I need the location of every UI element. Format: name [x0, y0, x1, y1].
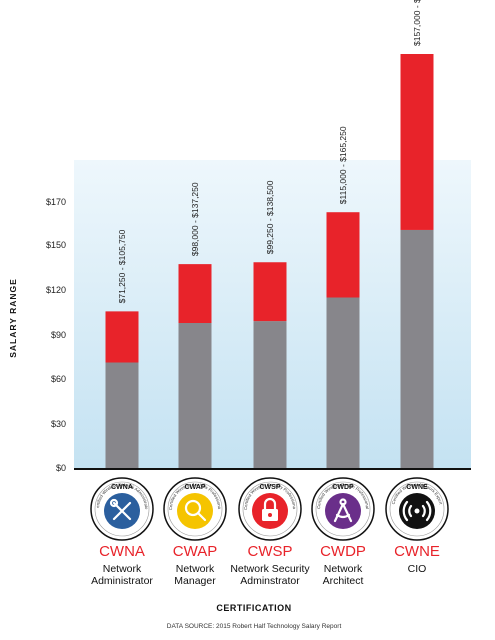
bar-base-cwdp: [326, 297, 360, 468]
cert-role: Administrator: [91, 575, 153, 587]
badge-code: CWNE: [406, 484, 428, 491]
y-tick-label: $150: [46, 240, 66, 250]
cert-role: Network: [103, 563, 142, 575]
badge-cwdp: Certified Wireless Design ProfessionalCW…: [311, 477, 375, 541]
cert-role: Manager: [174, 575, 216, 587]
magnifier-icon: [184, 499, 207, 522]
y-axis-label: SALARY RANGE: [8, 278, 18, 358]
bar-range-cwna: [105, 311, 139, 363]
cert-role: Network: [176, 563, 215, 575]
badge-code: CWNA: [111, 484, 133, 491]
cert-role: Adminstrator: [240, 575, 300, 587]
bar-range-cwap: [178, 264, 212, 323]
cert-role: Architect: [323, 575, 364, 587]
data-source: DATA SOURCE: 2015 Robert Half Technology…: [167, 623, 342, 630]
cert-role: Network Security: [230, 563, 310, 575]
tools-icon: [109, 498, 132, 521]
category-labels: CWNANetworkAdministratorCWAPNetworkManag…: [91, 543, 440, 587]
cert-role: CIO: [408, 563, 427, 575]
broadcast-icon: [402, 500, 432, 522]
x-axis-label: CERTIFICATION: [216, 603, 291, 613]
y-tick-label: $60: [51, 374, 66, 384]
bar-range-cwsp: [253, 262, 287, 322]
cert-code-cwap: CWAP: [173, 543, 217, 560]
badge-code: CWAP: [185, 484, 206, 491]
badge-code: CWDP: [332, 484, 354, 491]
range-label-cwne: $157,000 - $262,500: [412, 0, 422, 46]
y-tick-labels: $0 $30 $60 $90 $120 $150 $170: [46, 197, 66, 473]
y-tick-label: $170: [46, 197, 66, 207]
bar-base-cwne: [400, 229, 434, 468]
bar-base-cwna: [105, 362, 139, 468]
compass-icon: [333, 498, 353, 523]
cert-code-cwna: CWNA: [99, 543, 145, 560]
range-label-cwsp: $99,250 - $138,500: [265, 180, 275, 254]
cert-code-cwne: CWNE: [394, 543, 440, 560]
y-tick-label: $120: [46, 285, 66, 295]
cert-code-cwdp: CWDP: [320, 543, 366, 560]
cert-role: Network: [324, 563, 363, 575]
y-tick-label: $30: [51, 419, 66, 429]
bar-base-cwsp: [253, 321, 287, 468]
bar-range-cwdp: [326, 212, 360, 298]
y-tick-label: $0: [56, 463, 66, 473]
badge-code: CWSP: [260, 484, 281, 491]
cert-code-cwsp: CWSP: [248, 543, 293, 560]
range-label-cwdp: $115,000 - $165,250: [338, 126, 348, 204]
bar-base-cwap: [178, 323, 212, 468]
y-tick-label: $90: [51, 330, 66, 340]
bars-group: $71,250 - $105,750 $98,000 - $137,250 $99,…: [105, 0, 434, 468]
lock-icon: [262, 497, 278, 521]
bar-range-cwne: [400, 54, 434, 230]
range-label-cwap: $98,000 - $137,250: [190, 182, 200, 256]
range-label-cwna: $71,250 - $105,750: [117, 229, 127, 303]
